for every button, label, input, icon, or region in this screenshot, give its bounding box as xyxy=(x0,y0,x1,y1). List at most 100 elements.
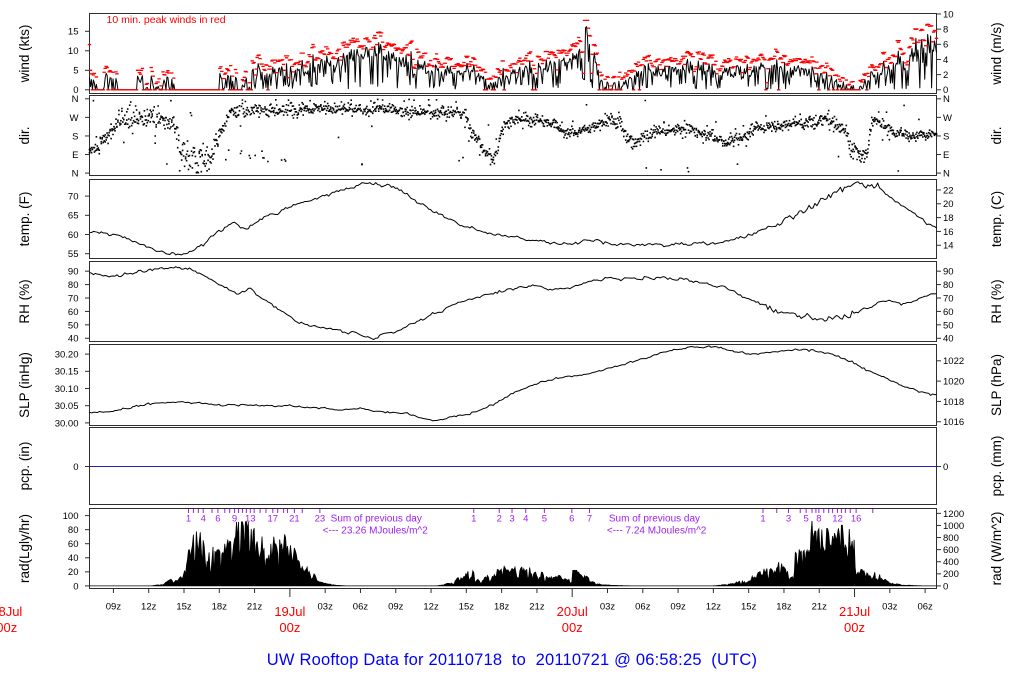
slp-series-sea-level-pressure-inHg- xyxy=(89,345,937,422)
x-tick-label: 06z xyxy=(353,602,369,613)
wind-annotation: 10 min. peak winds in red xyxy=(107,14,226,26)
wind-ytick-label-right: 0 xyxy=(943,85,948,96)
rh-ytick-label-right: 60 xyxy=(943,307,954,318)
rh-ytick-label-right: 50 xyxy=(943,320,954,331)
rad-sum-note-line1: Sum of previous day xyxy=(609,514,700,525)
rh-ytick-label-left: 70 xyxy=(68,293,79,304)
x-tick-label: 21z xyxy=(247,602,263,613)
rad-mj-label: 3 xyxy=(786,514,791,525)
rad-mj-label: 1 xyxy=(186,514,191,525)
x-axis-ticks xyxy=(112,589,926,597)
x-tick-label: 09z xyxy=(106,602,122,613)
rad-ytick-label-right: 600 xyxy=(943,545,959,556)
dir-ytick-label-right: W xyxy=(943,113,952,124)
dir-right-axis-title: dir. xyxy=(989,126,1004,144)
x-tick-label: 21z xyxy=(812,602,828,613)
slp-ytick-label-left: 30.10 xyxy=(55,384,79,395)
temp-ytick-label-right: 14 xyxy=(943,241,954,252)
wind-ytick-label-right: 10 xyxy=(943,9,954,20)
dir-ytick-label-right: N xyxy=(943,94,950,105)
rh-ytick-label-right: 70 xyxy=(943,293,954,304)
rad-ytick-label-left: 100 xyxy=(63,511,79,522)
dir-series-direction-dots xyxy=(88,99,938,174)
rad-sum-note-line1: Sum of previous day xyxy=(331,514,422,525)
rad-ytick-label-left: 20 xyxy=(68,567,79,578)
rad-ytick-label-right: 1000 xyxy=(943,521,964,532)
slp-ytick-label-left: 30.05 xyxy=(55,401,79,412)
temp-ytick-label-right: 18 xyxy=(943,213,954,224)
rh-ytick-label-right: 90 xyxy=(943,267,954,278)
rad-mj-cumulative-ticks xyxy=(188,509,874,513)
temp-ytick-label-left: 55 xyxy=(68,249,79,260)
rh-panel-frame xyxy=(89,261,937,342)
x-day-label-00z: 00z xyxy=(0,620,17,635)
rad-mj-label: 23 xyxy=(315,514,326,525)
dir-ytick-label-right: E xyxy=(943,150,949,161)
dir-ytick-label-left: N xyxy=(72,94,79,105)
rad-mj-label: 5 xyxy=(803,514,808,525)
x-tick-label: 09z xyxy=(670,602,686,613)
wind-ytick-label-right: 4 xyxy=(943,55,948,66)
rad-sum-note-line2: <--- 23.26 MJoules/m^2 xyxy=(323,526,428,537)
rad-panel-frame xyxy=(89,508,937,589)
x-tick-label: 15z xyxy=(741,602,757,613)
slp-ytick-label-right: 1020 xyxy=(943,377,964,388)
slp-ytick-label-left: 30.20 xyxy=(55,349,79,360)
rad-mj-label: 7 xyxy=(587,514,592,525)
wind-ytick-label-right: 2 xyxy=(943,70,948,81)
x-day-label: 20Jul xyxy=(557,604,588,619)
dir-ytick-label-left: N xyxy=(72,169,79,180)
wind-ytick-label-left: 5 xyxy=(73,66,78,77)
x-tick-label: 03z xyxy=(318,602,334,613)
x-tick-label: 12z xyxy=(706,602,722,613)
rh-left-axis-title: RH (%) xyxy=(17,279,32,323)
x-tick-label: 03z xyxy=(882,602,898,613)
rad-mj-label: 6 xyxy=(569,514,574,525)
rad-ytick-label-left: 60 xyxy=(68,539,79,550)
x-day-label-00z: 00z xyxy=(279,620,300,635)
rh-ytick-label-left: 50 xyxy=(68,320,79,331)
rh-ytick-label-left: 90 xyxy=(68,267,79,278)
x-tick-label: 09z xyxy=(388,602,404,613)
slp-ytick-label-left: 30.00 xyxy=(55,418,79,429)
pcp-ytick-label-right: 0 xyxy=(943,462,948,473)
x-tick-label: 18z xyxy=(776,602,792,613)
rad-sum-note-line2: <--- 7.24 MJoules/m^2 xyxy=(607,526,707,537)
x-day-label-00z: 00z xyxy=(844,620,865,635)
rad-ytick-label-left: 40 xyxy=(68,553,79,564)
x-tick-label: 03z xyxy=(600,602,616,613)
temp-series-temperature-F- xyxy=(89,181,937,256)
rad-mj-label: 17 xyxy=(268,514,279,525)
rh-ytick-label-left: 80 xyxy=(68,280,79,291)
rad-ytick-label-right: 1200 xyxy=(943,509,964,520)
rad-mj-label: 1 xyxy=(760,514,765,525)
temp-ytick-label-right: 16 xyxy=(943,227,954,238)
x-tick-label: 15z xyxy=(176,602,192,613)
rad-mj-label: 4 xyxy=(523,514,528,525)
slp-right-axis-title: SLP (hPa) xyxy=(989,354,1004,416)
dir-ytick-label-right: S xyxy=(943,131,949,142)
temp-ytick-label-left: 70 xyxy=(68,191,79,202)
dir-series-direction-dots xyxy=(88,98,938,174)
x-tick-label: 12z xyxy=(141,602,157,613)
rad-mj-label: 8 xyxy=(816,514,821,525)
x-tick-label: 06z xyxy=(917,602,933,613)
rad-mj-label: 1 xyxy=(471,514,476,525)
slp-ytick-label-right: 1022 xyxy=(943,356,964,367)
dir-left-axis-title: dir. xyxy=(17,126,32,144)
rh-ytick-label-left: 40 xyxy=(68,334,79,345)
rad-right-axis-title: rad (W/m^2) xyxy=(989,512,1004,586)
slp-left-axis-title: SLP (inHg) xyxy=(17,352,32,418)
dir-panel-frame xyxy=(89,95,937,176)
slp-panel-frame xyxy=(89,344,937,426)
wind-series-wind-avg-kts- xyxy=(89,26,937,91)
rh-series-relative-humidity- xyxy=(89,266,937,340)
rad-mj-label: 9 xyxy=(232,514,237,525)
rad-mj-label: 2 xyxy=(497,514,502,525)
rad-series-radiation-area xyxy=(89,520,937,587)
x-day-label: 18Jul xyxy=(0,604,22,619)
pcp-left-axis-title: pcp. (in) xyxy=(17,442,32,491)
wind-left-axis-title: wind (kts) xyxy=(17,25,32,84)
